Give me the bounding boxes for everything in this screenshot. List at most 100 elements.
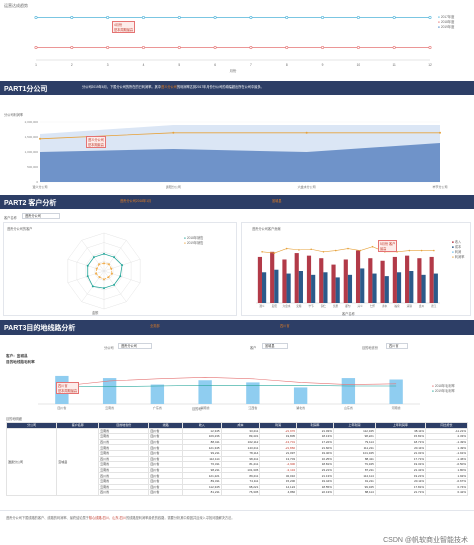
part2-region-label: 客户名称 xyxy=(4,216,17,220)
table-cell: 15,200 xyxy=(259,477,298,485)
p1-cost-area xyxy=(40,143,440,182)
p1-y-tick: 500,000 xyxy=(27,165,38,169)
top-x-tick: 5 xyxy=(178,63,180,67)
p1-x-tick: 毕节分公司 xyxy=(432,184,447,189)
table-header-cell[interactable]: 利润 xyxy=(259,422,298,429)
top-title: 运营达成趋势 xyxy=(4,3,28,8)
bar-revenue xyxy=(368,258,373,303)
p1-x-tick: 贵阳分公司 xyxy=(166,184,181,189)
bar-cost xyxy=(396,272,402,303)
table-row: 云南省 四川省 98,211 101,345 -3,134 23.21% 87,211 21.… xyxy=(7,466,468,474)
table-cell: 2.33% xyxy=(425,433,468,440)
part2-filter-b[interactable]: 宣城县 xyxy=(272,199,282,203)
bar-legend-margin[interactable]: ● 利润率 xyxy=(452,255,465,259)
p1-margin-point xyxy=(439,131,441,134)
part3-legend-2019[interactable]: ● 2019年毛利率 xyxy=(432,389,455,393)
top-series-point xyxy=(213,16,217,20)
legend-item-2019[interactable]: ● 2019年度 xyxy=(438,25,455,29)
bar-cost xyxy=(384,276,389,303)
p1-x-tick: 六盘水分公司 xyxy=(298,184,316,189)
table-header-row: 分公司 客户名称 目的地省份 线路 收入 成本 利润 利润率 上年利润 上年利润率 同比增长 xyxy=(5,422,468,429)
part3-header: PART3目的地线路分析 xyxy=(0,320,474,335)
top-x-tick: 7 xyxy=(250,63,252,67)
bar-x-tick: 安顺 xyxy=(296,304,302,308)
bar-margin-point xyxy=(359,249,362,252)
part3-filter-label-company: 分公司 xyxy=(104,346,114,350)
table-cell: 云南省 xyxy=(98,444,150,451)
table-cell: 四川省 xyxy=(148,489,183,496)
p3-bar xyxy=(293,387,308,404)
top-xlabel: 月份 xyxy=(230,68,237,73)
bar-legend-profit[interactable]: ■ 利润 xyxy=(452,250,462,254)
table-cell: 22.13% xyxy=(296,489,334,496)
table-cell: 遵贵分公司 xyxy=(5,427,58,496)
radar-point xyxy=(95,267,98,270)
bar-revenue xyxy=(331,264,336,303)
top-series-point xyxy=(141,45,145,49)
table-cell: -21,976 xyxy=(259,427,298,435)
table-row: 四川省 四川省 88,411 102,112 -13,701 17.22% 79,114 18… xyxy=(7,438,468,446)
bar-x-tick: 兴义 xyxy=(358,304,364,308)
part2-filter-a[interactable]: 遵贵分公司2018年1月 xyxy=(120,199,152,203)
radar-point xyxy=(113,283,116,286)
bar-revenue xyxy=(429,256,434,303)
radar-legend-2018[interactable]: ● 2018年销售 xyxy=(184,236,204,240)
top-series-point xyxy=(249,16,253,20)
legend-item-2017[interactable]: ● 2017年度 xyxy=(438,15,455,19)
bar-legend-cost[interactable]: ■ 成本 xyxy=(452,245,462,249)
part2-header: PART2 客户分析 xyxy=(0,195,474,209)
bar-cost xyxy=(286,273,291,303)
bar-margin-point xyxy=(433,249,435,252)
legend-item-2018[interactable]: ● 2018年度 xyxy=(438,20,455,24)
radar-point xyxy=(98,263,101,266)
part3-annotation: 四川省 是本周期最高 xyxy=(56,382,80,394)
part2-region-field[interactable]: 遵贵分公司 xyxy=(22,213,60,219)
bar-cost xyxy=(298,271,303,303)
bar-revenue xyxy=(405,255,410,303)
bar-annotation: 5月份 客户 最高 xyxy=(378,240,398,252)
part3-company-select[interactable]: 遵贵分公司 xyxy=(118,343,152,349)
top-series-point xyxy=(356,16,360,20)
part3-legend-2018[interactable]: ● 2018年毛利率 xyxy=(432,384,455,388)
radar-point xyxy=(107,276,110,279)
bar-cost xyxy=(409,271,414,303)
table-title: 目的地明细 xyxy=(6,417,22,421)
table-header-cell[interactable]: 目的地省份 xyxy=(98,422,150,429)
radar-spoke xyxy=(81,240,105,272)
radar-spoke xyxy=(67,270,105,283)
p3-bar xyxy=(389,379,403,404)
top-series-point xyxy=(392,16,396,20)
top-series-point xyxy=(106,45,110,49)
table-row: 四川省 四川省 112,114 98,411 13,703 16.25% 88,411 17.… xyxy=(7,455,468,463)
top-series-point xyxy=(392,45,396,49)
watermark: CSDN @帆软商业智能技术 xyxy=(383,537,468,544)
top-series-point xyxy=(177,45,181,49)
table-header-cell[interactable]: 同比增长 xyxy=(425,422,468,429)
table-row: 云南省 四川省 112,345 98,221 14,124 18.55% 99,345 17.… xyxy=(7,483,468,491)
bar-x-tick: 铜仁 xyxy=(321,304,327,308)
bar-margin-point xyxy=(285,247,288,250)
bar-x-tick: 六盘水 xyxy=(283,304,291,308)
table-cell: 21.71% xyxy=(374,489,427,496)
table-cell: 四川省 xyxy=(98,438,150,446)
bar-legend-revenue[interactable]: ■ 收入 xyxy=(452,240,462,244)
bar-x-tick: 德江 xyxy=(431,304,437,308)
part3-tab-a[interactable]: 业务部 xyxy=(150,324,160,328)
p3-x-tick: 山东省 xyxy=(344,405,353,410)
table-row: 云南省 四川省 99,211 78,114 21,097 19.40% 101,345 21.… xyxy=(7,450,468,457)
part3-tab-b[interactable]: 四川省 xyxy=(280,324,290,328)
bar-revenue xyxy=(355,250,361,303)
table-header-cell[interactable]: 上年利润率 xyxy=(374,422,427,429)
radar-point xyxy=(86,275,89,278)
top-x-tick: 1 xyxy=(35,63,37,67)
p1-y-tick: 0 xyxy=(36,180,38,184)
bar-cost xyxy=(274,269,279,303)
table-cell: 20.11% xyxy=(374,444,427,451)
radar-point xyxy=(107,263,110,266)
table-cell: 0.42% xyxy=(425,489,468,496)
part3-customer-select[interactable]: 宣城县 xyxy=(262,343,288,349)
p3-bar xyxy=(341,378,356,404)
radar-legend-2019[interactable]: ● 2019年销售 xyxy=(184,241,204,245)
part3-province-select[interactable]: 四川省 xyxy=(386,343,408,349)
table-cell: 云南省 xyxy=(98,466,150,474)
